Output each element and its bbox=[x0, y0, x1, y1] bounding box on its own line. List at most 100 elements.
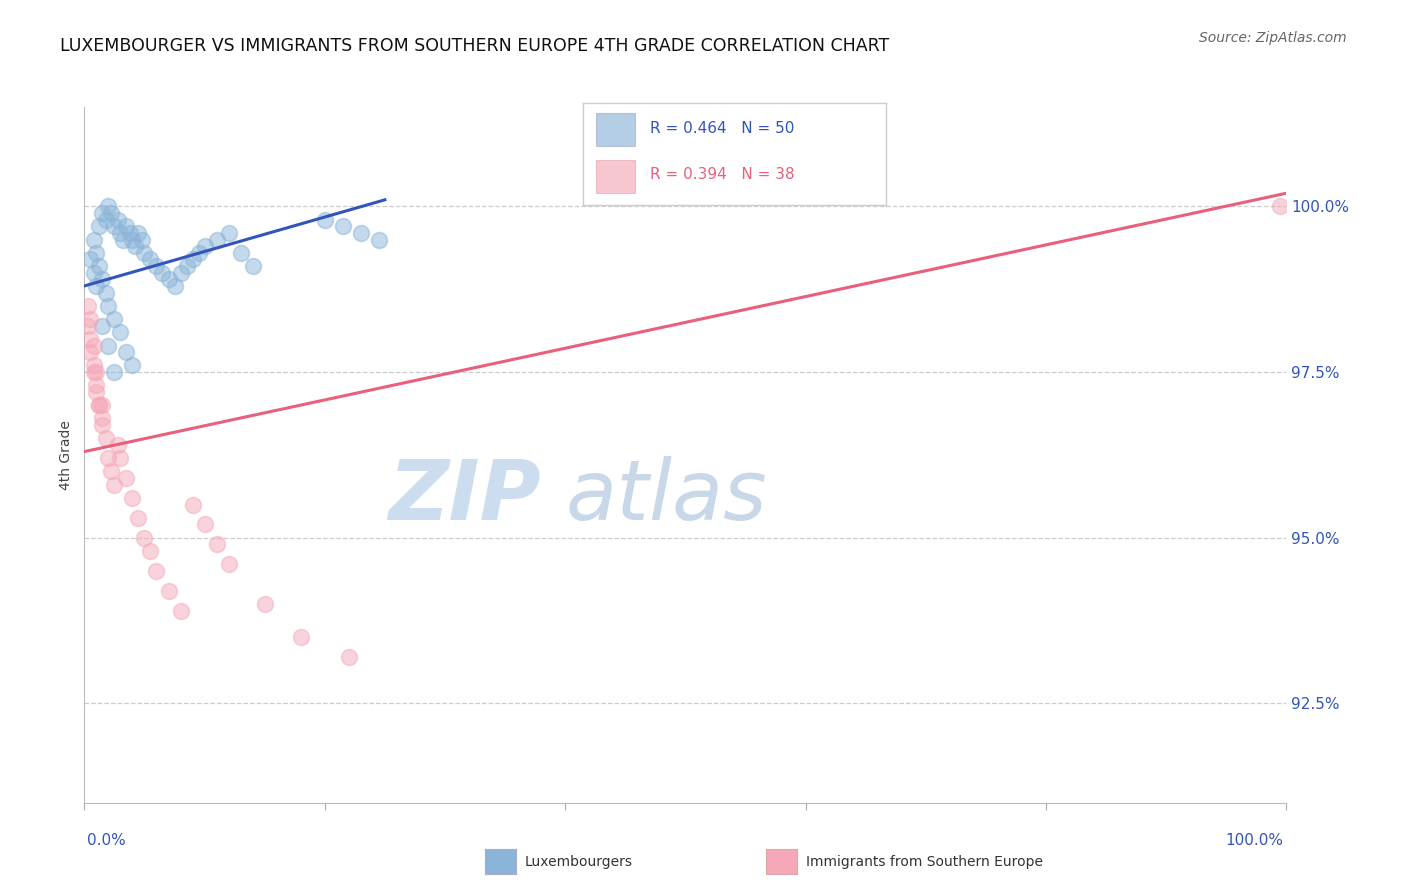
Point bbox=[127, 511, 149, 525]
Point bbox=[91, 411, 114, 425]
Point bbox=[205, 537, 228, 551]
Point bbox=[86, 279, 108, 293]
Point bbox=[86, 245, 108, 260]
Point bbox=[94, 212, 117, 227]
Point bbox=[139, 544, 162, 558]
Point bbox=[350, 226, 373, 240]
Point bbox=[97, 338, 120, 352]
Point bbox=[253, 597, 276, 611]
Point bbox=[145, 564, 167, 578]
Point bbox=[91, 272, 114, 286]
Point bbox=[115, 219, 138, 234]
Text: ZIP: ZIP bbox=[388, 456, 541, 537]
Text: R = 0.394   N = 38: R = 0.394 N = 38 bbox=[650, 167, 794, 182]
Point bbox=[103, 477, 125, 491]
Text: R = 0.464   N = 50: R = 0.464 N = 50 bbox=[650, 121, 794, 136]
Point bbox=[110, 226, 132, 240]
Bar bbox=[596, 160, 636, 193]
Point bbox=[91, 206, 114, 220]
Point bbox=[337, 650, 360, 665]
Point bbox=[83, 266, 105, 280]
Point bbox=[157, 272, 180, 286]
Point bbox=[163, 279, 186, 293]
Point bbox=[77, 318, 100, 333]
Point bbox=[110, 326, 132, 340]
Point bbox=[134, 531, 156, 545]
Point bbox=[103, 365, 125, 379]
Point bbox=[124, 239, 146, 253]
Point bbox=[107, 212, 129, 227]
Point bbox=[145, 259, 167, 273]
Y-axis label: 4th Grade: 4th Grade bbox=[59, 420, 73, 490]
Point bbox=[121, 233, 143, 247]
Point bbox=[94, 431, 117, 445]
Text: Source: ZipAtlas.com: Source: ZipAtlas.com bbox=[1199, 31, 1347, 45]
Text: 0.0%: 0.0% bbox=[87, 833, 127, 847]
Text: Luxembourgers: Luxembourgers bbox=[524, 855, 633, 869]
Point bbox=[86, 384, 108, 399]
Point bbox=[83, 365, 105, 379]
Point bbox=[83, 359, 105, 373]
Text: LUXEMBOURGER VS IMMIGRANTS FROM SOUTHERN EUROPE 4TH GRADE CORRELATION CHART: LUXEMBOURGER VS IMMIGRANTS FROM SOUTHERN… bbox=[60, 37, 890, 55]
Point bbox=[77, 299, 100, 313]
Point bbox=[103, 219, 125, 234]
Text: Immigrants from Southern Europe: Immigrants from Southern Europe bbox=[806, 855, 1043, 869]
Point bbox=[181, 252, 204, 267]
Point bbox=[139, 252, 162, 267]
Bar bbox=[596, 112, 636, 145]
Point bbox=[79, 332, 101, 346]
Point bbox=[115, 345, 138, 359]
Point bbox=[205, 233, 228, 247]
Point bbox=[218, 226, 240, 240]
Point bbox=[97, 299, 120, 313]
Point bbox=[91, 418, 114, 433]
Point bbox=[332, 219, 354, 234]
Point bbox=[86, 365, 108, 379]
Point bbox=[87, 259, 110, 273]
Point bbox=[194, 239, 217, 253]
Point bbox=[181, 498, 204, 512]
Point bbox=[157, 583, 180, 598]
Point bbox=[290, 630, 312, 644]
Point bbox=[86, 378, 108, 392]
Point bbox=[169, 604, 191, 618]
Point bbox=[79, 252, 101, 267]
Point bbox=[367, 233, 389, 247]
Point bbox=[79, 312, 101, 326]
Point bbox=[100, 465, 122, 479]
Text: 100.0%: 100.0% bbox=[1226, 833, 1284, 847]
Point bbox=[218, 558, 240, 572]
Point bbox=[242, 259, 264, 273]
Point bbox=[176, 259, 198, 273]
Point bbox=[97, 451, 120, 466]
Point bbox=[127, 226, 149, 240]
Point bbox=[91, 398, 114, 412]
Point bbox=[121, 359, 143, 373]
Point bbox=[87, 398, 110, 412]
Point bbox=[115, 471, 138, 485]
Point bbox=[314, 212, 336, 227]
Point bbox=[1270, 199, 1292, 213]
Point bbox=[134, 245, 156, 260]
Point bbox=[187, 245, 209, 260]
Point bbox=[229, 245, 252, 260]
Point bbox=[121, 491, 143, 505]
Point bbox=[111, 233, 134, 247]
Point bbox=[110, 451, 132, 466]
Point bbox=[94, 285, 117, 300]
Point bbox=[152, 266, 174, 280]
Text: atlas: atlas bbox=[565, 456, 766, 537]
Point bbox=[79, 345, 101, 359]
Point bbox=[87, 398, 110, 412]
Point bbox=[103, 312, 125, 326]
Point bbox=[131, 233, 153, 247]
Point bbox=[169, 266, 191, 280]
Point bbox=[87, 219, 110, 234]
Point bbox=[97, 199, 120, 213]
Point bbox=[194, 517, 217, 532]
Point bbox=[118, 226, 141, 240]
Point bbox=[107, 438, 129, 452]
Point bbox=[83, 233, 105, 247]
Point bbox=[91, 318, 114, 333]
Point bbox=[83, 338, 105, 352]
